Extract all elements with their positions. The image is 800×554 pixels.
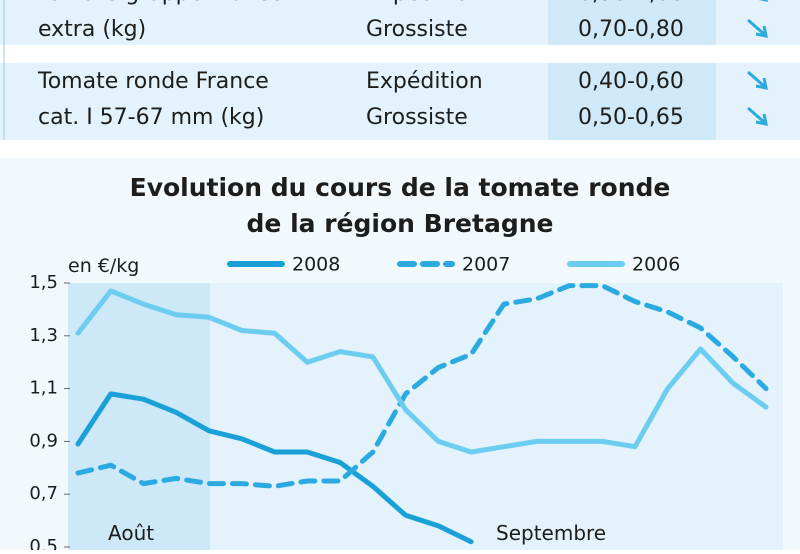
table-cell: cat. I 57-67 mm (kg) <box>38 105 264 130</box>
table-cell: 0,90-1,00 <box>578 0 684 6</box>
table-cell: Expédition <box>366 0 483 6</box>
table-cell: Tomate ronde France <box>37 69 269 94</box>
table-cell: Grossiste <box>366 17 468 42</box>
y-tick-label: 0,9 <box>29 430 58 451</box>
trend-arrow <box>747 18 768 38</box>
table-cell: 0,50-0,65 <box>578 105 684 130</box>
price-col <box>548 63 716 140</box>
table-cell: 0,70-0,80 <box>578 17 684 42</box>
line-series <box>75 288 769 455</box>
y-tick-label: 1,5 <box>29 272 58 293</box>
table-cell: Grossiste <box>366 105 468 130</box>
y-tick-label: 1,1 <box>29 378 58 399</box>
title: Evolution du cours de la tomate ronde <box>130 173 671 202</box>
legend-label: 2007 <box>462 254 510 276</box>
table-cell: Expédition <box>366 69 483 94</box>
y-tick-label: 0,5 <box>29 536 58 550</box>
title: de la région Bretagne <box>247 209 554 238</box>
line-series <box>75 283 769 489</box>
trend-arrow <box>747 106 768 126</box>
y-tick-label: 0,7 <box>29 483 58 504</box>
table-cell: extra (kg) <box>38 17 146 42</box>
annotation: Septembre <box>496 521 606 545</box>
chart: 1,5 1,3 1,1 0,9 0,7 0,5 2008 2007 2006 <box>29 254 769 554</box>
annotation: Août <box>108 521 154 545</box>
table-cell: 0,40-0,60 <box>578 69 684 94</box>
line-series <box>75 391 474 545</box>
month-band <box>68 283 210 550</box>
table-cell: Tomate grappe France <box>37 0 283 6</box>
y-label: en €/kg <box>68 255 139 277</box>
price-col <box>548 0 716 45</box>
legend-label: 2006 <box>632 254 680 276</box>
legend-label: 2008 <box>292 254 340 276</box>
table: Tomate grappe France Expédition 0,90-1,00 e… <box>37 0 768 130</box>
trend-arrow <box>747 70 768 90</box>
y-tick-label: 1,3 <box>29 325 58 346</box>
row-gap <box>0 45 800 63</box>
